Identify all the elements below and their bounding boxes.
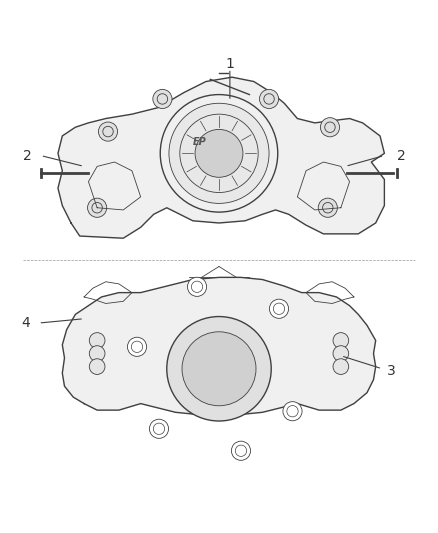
Circle shape (321, 118, 339, 137)
Circle shape (89, 346, 105, 361)
Circle shape (153, 90, 172, 109)
Circle shape (89, 359, 105, 375)
Polygon shape (62, 277, 376, 415)
Circle shape (283, 402, 302, 421)
Circle shape (318, 198, 337, 217)
Circle shape (149, 419, 169, 438)
Circle shape (182, 332, 256, 406)
Circle shape (231, 441, 251, 461)
Circle shape (187, 277, 207, 296)
Circle shape (89, 333, 105, 349)
Polygon shape (58, 77, 385, 238)
Circle shape (167, 317, 271, 421)
Circle shape (333, 346, 349, 361)
Text: EP: EP (193, 136, 207, 147)
Circle shape (195, 130, 243, 177)
Circle shape (259, 90, 279, 109)
Text: 3: 3 (387, 364, 395, 378)
Text: 2: 2 (397, 149, 406, 163)
Circle shape (333, 333, 349, 349)
Circle shape (127, 337, 147, 357)
Circle shape (333, 359, 349, 375)
Circle shape (169, 103, 269, 204)
Text: 4: 4 (21, 316, 30, 330)
Circle shape (269, 299, 289, 318)
Circle shape (88, 198, 107, 217)
Text: 2: 2 (23, 149, 32, 163)
Circle shape (99, 122, 117, 141)
Text: 1: 1 (226, 57, 234, 71)
